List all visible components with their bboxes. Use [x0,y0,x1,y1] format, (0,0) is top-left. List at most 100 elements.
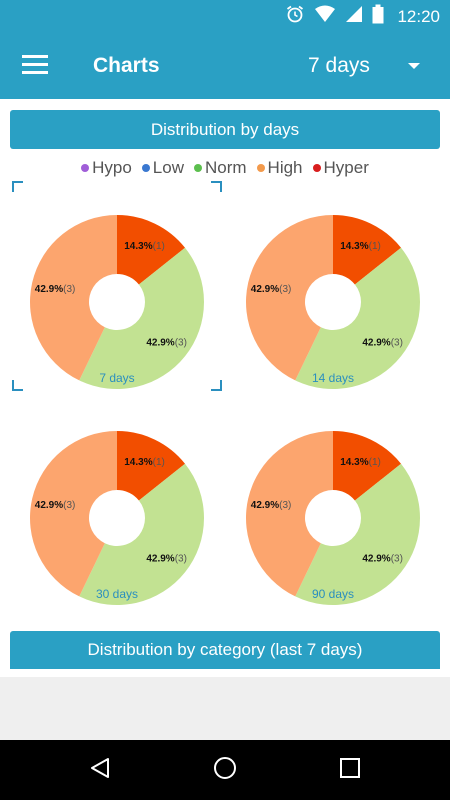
slice-percent: 14.3% [124,241,152,252]
period-value: 7 days [308,54,370,77]
slice-count: (3) [391,338,403,349]
pie-slice-hyper [333,431,402,501]
selection-corner [211,380,222,391]
home-icon [212,755,238,786]
navigation-bar [0,740,450,800]
slice-label-hyper: 14.3%(1) [124,457,165,468]
pie-slice-high [245,215,333,381]
pie-slice-hyper [333,215,402,285]
selection-corner [12,380,23,391]
slice-count: (3) [175,338,187,349]
chart-30-days[interactable]: 14.3%(1) 42.9%(3) 42.9%(3) 30 days [12,397,222,607]
dropdown-arrow-icon [408,63,420,69]
slice-percent: 42.9% [35,500,63,511]
alarm-icon [285,4,305,29]
donut-chart-svg: 14.3%(1)42.9%(3)42.9%(3) [245,215,420,390]
status-time: 12:20 [397,6,440,26]
battery-icon [372,4,384,29]
legend-label: Hypo [92,158,132,177]
slice-percent: 42.9% [362,338,390,349]
donut-chart-svg: 14.3%(1)42.9%(3)42.9%(3) [29,215,204,390]
chart-legend: Hypo Low Norm High Hyper [0,157,450,179]
legend-label: Low [152,158,184,177]
slice-percent: 42.9% [251,284,279,295]
slice-label-norm: 42.9%(3) [146,338,187,349]
chart-90-days[interactable]: 14.3%(1) 42.9%(3) 42.9%(3) 90 days [228,397,438,607]
slice-label-norm: 42.9%(3) [362,554,403,565]
slice-percent: 42.9% [362,554,390,565]
slice-percent: 42.9% [35,284,63,295]
chart-caption: 7 days [99,371,135,385]
slice-count: (1) [153,241,165,252]
legend-item-norm: Norm [193,158,247,178]
pie-slice-norm [295,463,420,605]
legend-item-low: Low [141,158,184,178]
slice-label-norm: 42.9%(3) [362,338,403,349]
slice-count: (3) [279,500,291,511]
pie-slice-norm [295,247,420,390]
chart-7-days[interactable]: 14.3%(1) 42.9%(3) 42.9%(3) 7 days [12,181,222,391]
menu-button[interactable] [16,48,54,84]
slice-label-hyper: 14.3%(1) [124,241,165,252]
menu-icon [22,54,48,79]
selection-corner [12,181,23,192]
legend-item-hypo: Hypo [81,158,132,178]
donut-chart-svg: 14.3%(1)42.9%(3)42.9%(3) [245,431,420,605]
slice-label-hyper: 14.3%(1) [340,241,381,252]
chart-14-days[interactable]: 14.3%(1) 42.9%(3) 42.9%(3) 14 days [228,181,438,391]
page-title: Charts [93,54,160,77]
cell-signal-icon [345,5,363,28]
legend-item-hyper: Hyper [312,158,369,178]
pie-slice-hyper [117,215,186,285]
slice-label-high: 42.9%(3) [35,500,76,511]
legend-label: Hyper [323,158,369,177]
status-icons: 12:20 [285,0,440,33]
legend-label: High [267,158,303,177]
slice-count: (1) [369,457,381,468]
legend-dot [312,164,321,172]
slice-count: (3) [391,554,403,565]
slice-count: (1) [153,457,165,468]
donut-chart-svg: 14.3%(1)42.9%(3)42.9%(3) [29,431,204,605]
slice-percent: 14.3% [340,457,368,468]
back-button[interactable] [82,752,118,788]
home-button[interactable] [207,752,243,788]
legend-dot [193,164,202,172]
distribution-by-category-header[interactable]: Distribution by category (last 7 days) [10,631,440,669]
pie-slice-norm [79,463,204,605]
slice-count: (3) [63,500,75,511]
slice-label-high: 42.9%(3) [251,500,292,511]
chart-caption: 90 days [311,587,355,601]
chart-caption: 30 days [95,587,139,601]
slice-percent: 14.3% [124,457,152,468]
legend-dot [81,164,90,172]
legend-dot [141,164,150,172]
pie-slice-norm [79,247,204,390]
slice-count: (3) [279,284,291,295]
chart-caption: 14 days [311,371,355,385]
status-bar: 12:20 [0,0,450,33]
slice-percent: 42.9% [146,338,174,349]
back-icon [88,756,112,785]
slice-label-high: 42.9%(3) [251,284,292,295]
pie-slice-high [29,431,117,597]
wifi-icon [314,5,336,28]
slice-label-high: 42.9%(3) [35,284,76,295]
slice-label-hyper: 14.3%(1) [340,457,381,468]
pie-slice-high [245,431,333,597]
legend-dot [256,164,265,172]
recents-icon [339,757,361,784]
app-bar: Charts 7 days [0,33,450,99]
content-area: Distribution by days Hypo Low Norm High Hype… [0,99,450,677]
bottom-spacer [0,677,450,740]
distribution-by-days-header[interactable]: Distribution by days [10,110,440,149]
slice-label-norm: 42.9%(3) [146,554,187,565]
legend-item-high: High [256,158,303,178]
slice-count: (3) [63,284,75,295]
recents-button[interactable] [332,752,368,788]
slice-percent: 14.3% [340,241,368,252]
legend-label: Norm [204,158,247,177]
selection-corner [211,181,222,192]
period-dropdown[interactable]: 7 days [296,45,436,87]
slice-percent: 42.9% [146,554,174,565]
